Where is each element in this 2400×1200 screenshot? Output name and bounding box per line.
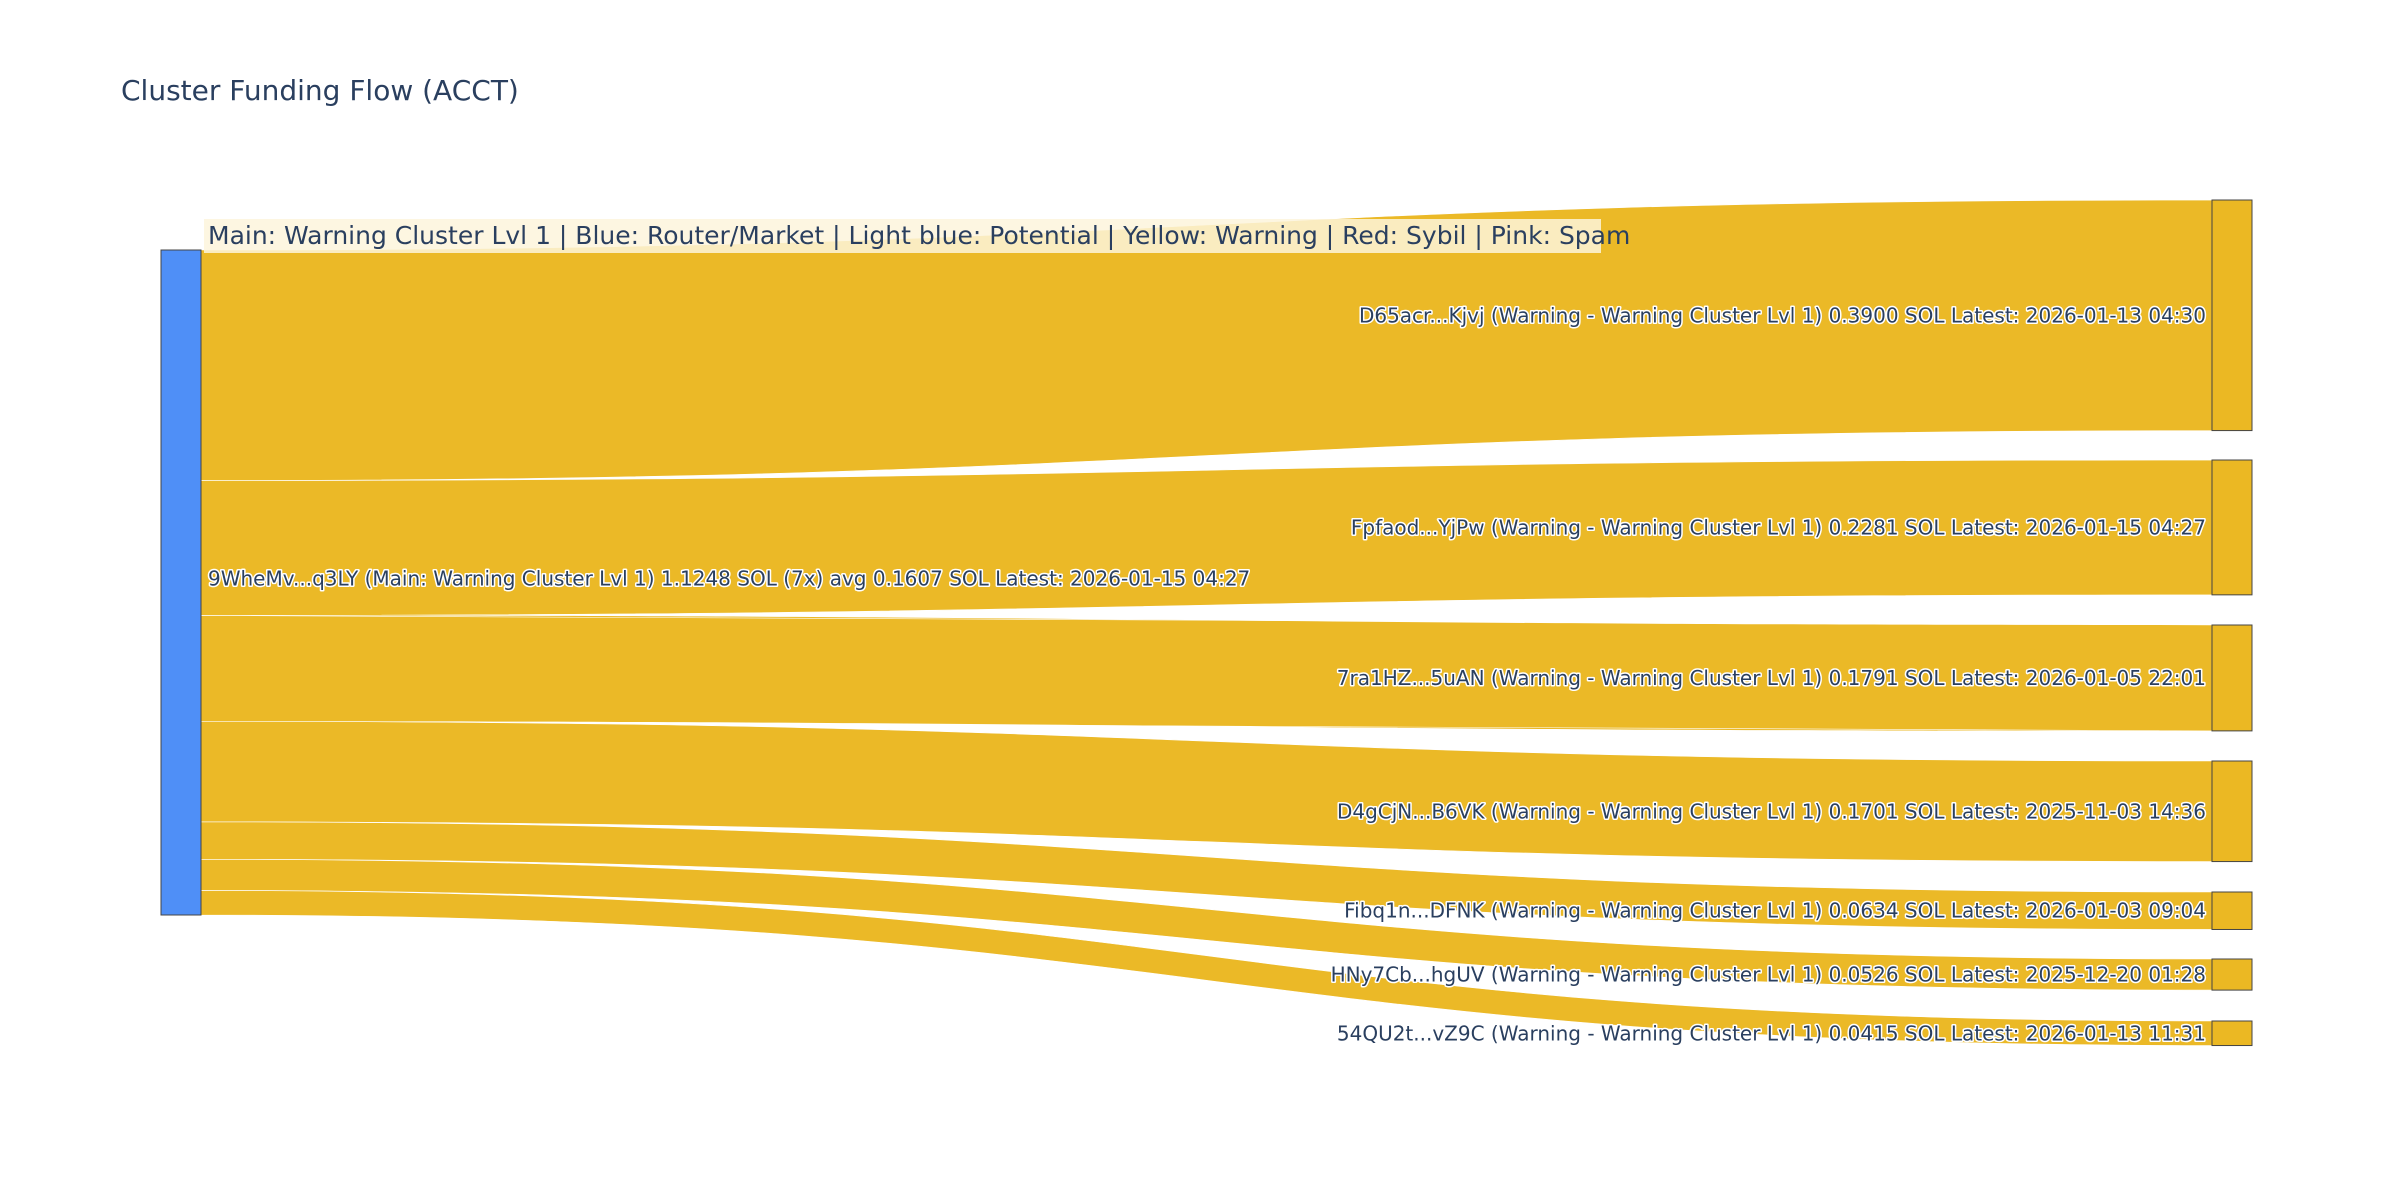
target-node-label-6: HNy7Cb...hgUV (Warning - Warning Cluster… xyxy=(1331,963,2206,987)
target-node-label-4: D4gCjN...B6VK (Warning - Warning Cluster… xyxy=(1337,799,2206,823)
target-node-label-2: Fpfaod...YjPw (Warning - Warning Cluster… xyxy=(1351,515,2206,539)
legend-background xyxy=(204,219,1601,253)
target-node-4[interactable] xyxy=(2211,760,2253,863)
flow-links xyxy=(200,199,2213,1046)
flow-nodes xyxy=(160,199,2253,1047)
target-node-1[interactable] xyxy=(2211,199,2253,432)
node-labels: D65acr...Kjvj (Warning - Warning Cluster… xyxy=(207,302,2208,1047)
target-node-6[interactable] xyxy=(2211,958,2253,991)
chart-title: Cluster Funding Flow (ACCT) xyxy=(121,74,519,107)
legend-note: Main: Warning Cluster Lvl 1 | Blue: Rout… xyxy=(208,221,1630,250)
target-node-label-7: 54QU2t...vZ9C (Warning - Warning Cluster… xyxy=(1337,1021,2206,1045)
target-node-5[interactable] xyxy=(2211,891,2253,930)
target-node-label-5: Fibq1n...DFNK (Warning - Warning Cluster… xyxy=(1344,899,2206,923)
target-node-label-3: 7ra1HZ...5uAN (Warning - Warning Cluster… xyxy=(1337,666,2206,690)
target-node-7[interactable] xyxy=(2211,1020,2253,1047)
target-node-3[interactable] xyxy=(2211,624,2253,732)
source-node-label: 9WheMv...q3LY (Main: Warning Cluster Lvl… xyxy=(208,567,1250,591)
target-node-label-1: D65acr...Kjvj (Warning - Warning Cluster… xyxy=(1359,303,2206,327)
source-node[interactable] xyxy=(160,249,202,916)
target-node-2[interactable] xyxy=(2211,459,2253,596)
